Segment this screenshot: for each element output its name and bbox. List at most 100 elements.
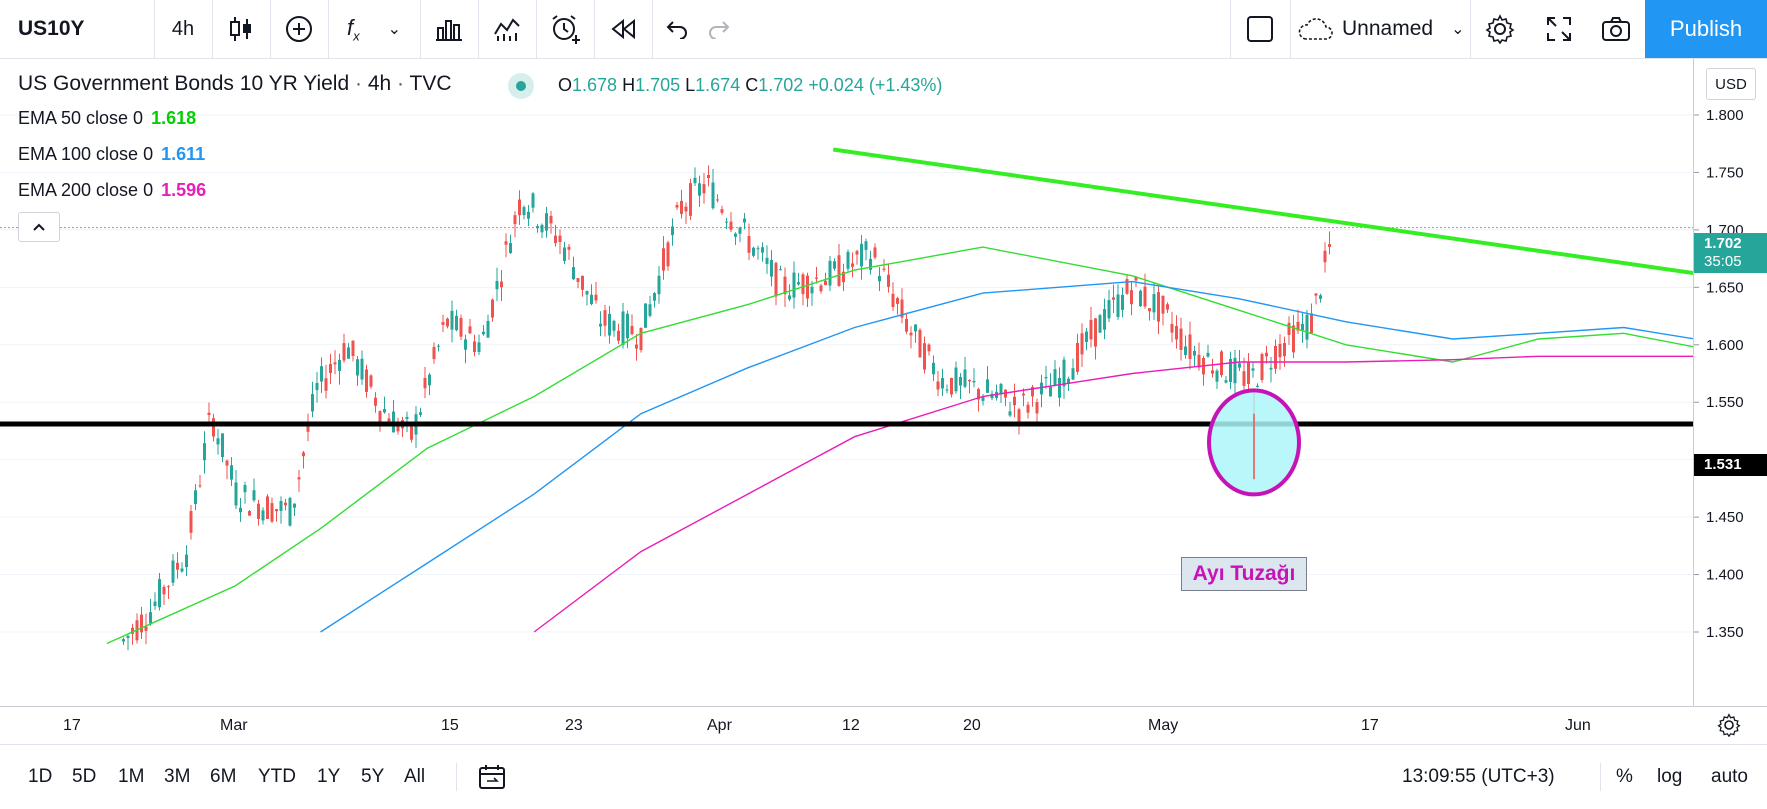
- candle-body: [680, 200, 683, 214]
- candle-body: [1013, 396, 1016, 406]
- candle-body: [765, 257, 769, 264]
- candle-body: [873, 247, 877, 258]
- settings-gear-icon[interactable]: [1471, 0, 1529, 58]
- alarm-add-icon[interactable]: [537, 0, 593, 58]
- price-axis[interactable]: 1.8001.7501.7001.6501.6001.5501.5001.450…: [1693, 59, 1767, 706]
- undo-icon[interactable]: [660, 0, 694, 58]
- candle-body: [1121, 294, 1124, 310]
- publish-button[interactable]: Publish: [1645, 0, 1767, 58]
- candle-body: [707, 175, 710, 179]
- date-range-calendar-icon[interactable]: [478, 745, 506, 809]
- candle-body: [464, 339, 467, 350]
- candle-body: [1067, 378, 1070, 384]
- market-status-icon[interactable]: [508, 73, 534, 99]
- candle-body: [239, 507, 242, 513]
- candle-body: [864, 241, 868, 250]
- candle-body: [1301, 323, 1304, 331]
- candle-body: [572, 267, 575, 280]
- candle-body: [288, 497, 292, 526]
- range-1m-button[interactable]: 1M: [118, 766, 145, 787]
- range-all-button[interactable]: All: [404, 766, 426, 787]
- candle-body: [252, 490, 256, 501]
- indicators-button[interactable]: fx ⌄: [329, 0, 419, 58]
- time-axis[interactable]: 17 Mar 15 23 Apr 12 20 May 17 Jun: [0, 706, 1767, 745]
- candle-body: [1031, 386, 1034, 397]
- candle-body: [810, 286, 814, 294]
- ema-line-50: [106, 246, 1767, 645]
- bear-trap-label[interactable]: Ayı Tuzağı: [1181, 557, 1307, 591]
- financials-icon[interactable]: [421, 0, 477, 58]
- price-chart[interactable]: [0, 59, 1767, 706]
- currency-button[interactable]: USD: [1706, 68, 1756, 100]
- candle-body: [585, 290, 589, 295]
- candle-body: [590, 294, 593, 305]
- candle-body: [1265, 352, 1268, 357]
- range-5d-button[interactable]: 5D: [72, 766, 97, 787]
- close-value: 1.702: [758, 75, 804, 95]
- ema-50-legend[interactable]: EMA 50 close 0 1.618: [18, 108, 196, 129]
- chart-pane[interactable]: [0, 59, 1767, 706]
- range-1d-button[interactable]: 1D: [28, 766, 53, 787]
- candle-body: [666, 242, 670, 267]
- symbol-search-button[interactable]: US10Y: [18, 17, 85, 40]
- candles-icon[interactable]: [213, 0, 269, 58]
- camera-icon[interactable]: [1588, 0, 1644, 58]
- legend-collapse-button[interactable]: [18, 212, 60, 242]
- fullscreen-icon[interactable]: [1530, 0, 1588, 58]
- redo-icon[interactable]: [702, 0, 736, 58]
- candle-body: [1076, 342, 1079, 372]
- candle-body: [369, 375, 373, 387]
- resistance-trendline: [832, 147, 1767, 286]
- candle-body: [1242, 371, 1246, 386]
- layout-name-button[interactable]: Unnamed ⌄: [1298, 0, 1466, 58]
- range-6m-button[interactable]: 6M: [210, 766, 237, 787]
- range-3m-button[interactable]: 3M: [164, 766, 191, 787]
- candle-body: [1166, 304, 1169, 310]
- candle-body: [180, 568, 184, 572]
- log-scale-button[interactable]: log: [1657, 766, 1683, 787]
- candle-body: [1044, 376, 1048, 379]
- candle-body: [378, 411, 382, 422]
- candle-body: [149, 612, 152, 624]
- candle-body: [383, 409, 386, 413]
- candle-body: [198, 485, 202, 487]
- candle-body: [342, 343, 346, 361]
- candle-body: [851, 263, 854, 267]
- auto-scale-button[interactable]: auto: [1711, 766, 1748, 787]
- candle-body: [1094, 318, 1097, 347]
- toolbar-divider: [594, 0, 595, 58]
- toolbar-divider: [212, 0, 213, 58]
- candle-body: [558, 235, 562, 243]
- candle-body: [437, 345, 440, 347]
- candle-body: [1319, 295, 1322, 299]
- candle-body: [491, 299, 494, 318]
- candle-body: [1049, 386, 1052, 397]
- fullscreen-square-icon[interactable]: [1231, 0, 1289, 58]
- range-5y-button[interactable]: 5Y: [361, 766, 385, 787]
- candle-body: [1134, 276, 1138, 281]
- range-1y-button[interactable]: 1Y: [317, 766, 341, 787]
- candle-body: [1206, 352, 1210, 357]
- toolbar-divider: [478, 0, 479, 58]
- bottom-toolbar: 1D 5D 1M 3M 6M YTD 1Y 5Y All 13:09:55 (U…: [0, 744, 1767, 809]
- candle-body: [432, 346, 436, 360]
- high-value: 1.705: [635, 75, 681, 95]
- replay-icon[interactable]: [595, 0, 651, 58]
- axis-settings-gear-icon[interactable]: [1717, 713, 1741, 742]
- candle-body: [1197, 354, 1201, 368]
- percent-scale-button[interactable]: %: [1616, 766, 1633, 787]
- interval-button[interactable]: 4h: [171, 17, 195, 40]
- ema-100-legend[interactable]: EMA 100 close 0 1.611: [18, 144, 205, 165]
- compare-add-icon[interactable]: [271, 0, 327, 58]
- clock-timezone-button[interactable]: 13:09:55 (UTC+3): [1402, 766, 1555, 787]
- candle-body: [189, 511, 193, 533]
- candle-body: [936, 381, 940, 390]
- range-ytd-button[interactable]: YTD: [258, 766, 296, 787]
- ideas-chart-icon[interactable]: [479, 0, 535, 58]
- candle-body: [365, 369, 368, 392]
- candle-body: [1229, 358, 1232, 383]
- candle-body: [446, 318, 449, 327]
- ema-200-legend[interactable]: EMA 200 close 0 1.596: [18, 180, 206, 201]
- candle-body: [752, 247, 755, 256]
- candle-body: [261, 510, 265, 521]
